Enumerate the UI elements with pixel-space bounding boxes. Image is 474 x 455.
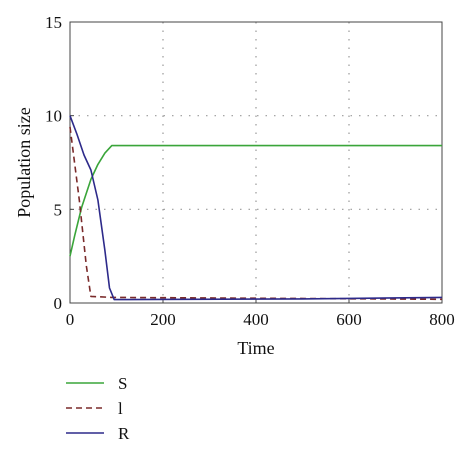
series-line-S (69, 144, 442, 257)
gridlines (70, 22, 442, 303)
y-tick-label-2: 10 (45, 107, 62, 126)
x-tick-label-3: 600 (336, 310, 362, 329)
legend-label-l: l (118, 399, 123, 418)
series-line-l (69, 126, 443, 301)
series-lines (69, 115, 443, 301)
x-tick-label-2: 400 (243, 310, 269, 329)
legend-label-R: R (118, 424, 130, 443)
x-tick-label-4: 800 (429, 310, 455, 329)
y-tick-label-0: 0 (54, 294, 63, 313)
x-axis-label: Time (237, 338, 274, 358)
x-tick-label-1: 200 (150, 310, 176, 329)
series-line-R (69, 115, 443, 301)
x-tick-label-0: 0 (66, 310, 75, 329)
legend: SlR (66, 374, 130, 443)
y-tick-label-1: 5 (54, 200, 63, 219)
axis-ticks: 0 200 400 600 800 0 5 10 15 (45, 13, 455, 329)
y-tick-label-3: 15 (45, 13, 62, 32)
y-axis-label: Population size (14, 107, 34, 218)
legend-label-S: S (118, 374, 127, 393)
